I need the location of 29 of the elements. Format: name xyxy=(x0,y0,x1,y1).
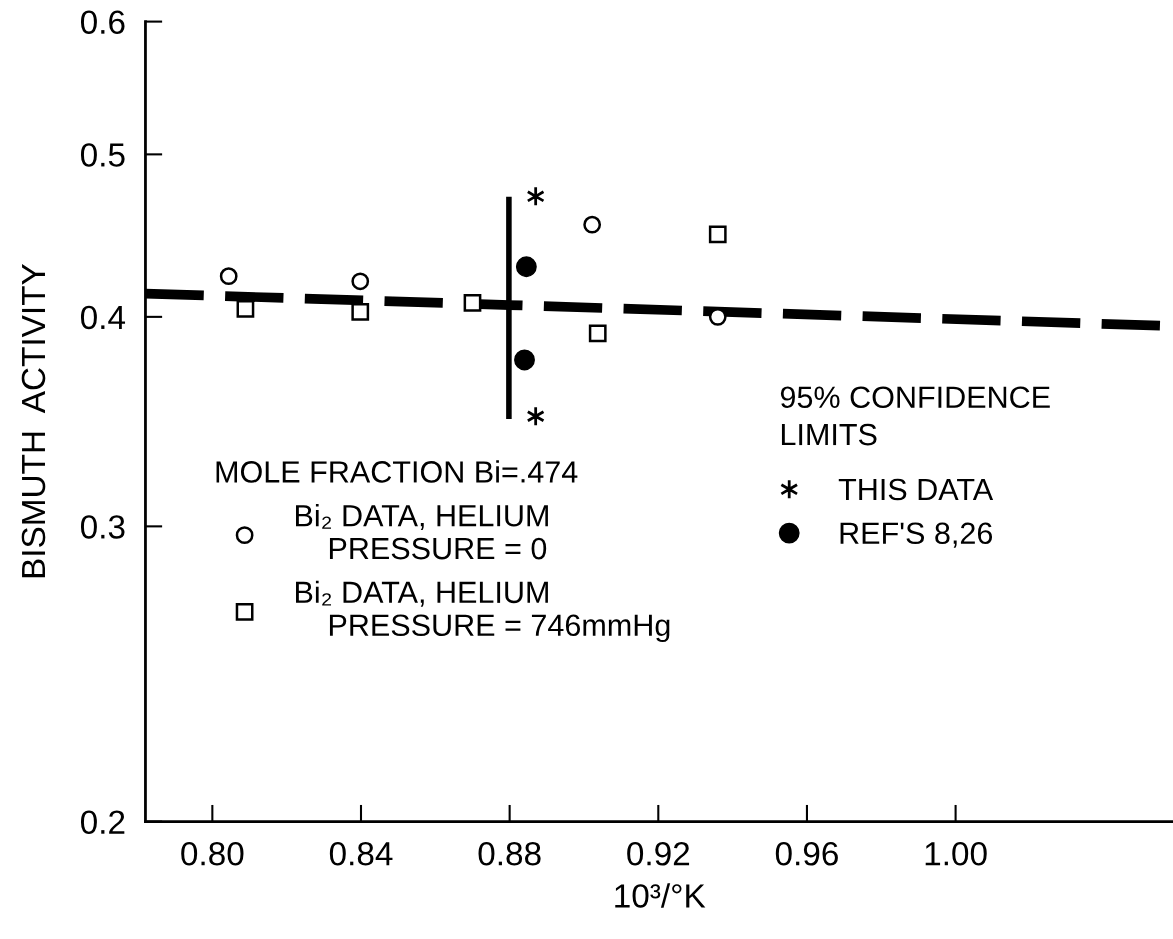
point xyxy=(514,349,535,371)
x-tick-label: 0.80 xyxy=(181,841,244,866)
point xyxy=(219,267,238,286)
y-axis-title: BISMUTH ACTIVITY xyxy=(21,263,46,578)
x-tick-label: 0.96 xyxy=(775,841,838,866)
point xyxy=(463,293,482,312)
y-tick-label: 0.6 xyxy=(80,10,125,34)
y-tick-label: 0.2 xyxy=(80,810,125,835)
point xyxy=(515,256,537,278)
x-tick-label: 0.88 xyxy=(478,841,541,866)
y-tick-label: 0.3 xyxy=(80,515,125,539)
x-tick-label: 0.92 xyxy=(627,841,690,866)
point xyxy=(351,302,370,321)
legend-label: REF'S 8,26 xyxy=(840,522,993,548)
legend-label: Bi₂ DATA, HELIUM PRESSURE = 746mmHg xyxy=(296,580,670,643)
x-axis-title: 10³/°K xyxy=(615,883,706,908)
point xyxy=(236,300,255,318)
annotation: 95% CONFIDENCE LIMITS xyxy=(780,386,1050,446)
point xyxy=(351,272,370,291)
legend-title: MOLE FRACTION Bi=.474 xyxy=(216,460,578,483)
legend-label: Bi₂ DATA, HELIUM PRESSURE = 0 xyxy=(296,504,548,560)
y-tick-label: 0.5 xyxy=(80,143,125,167)
point xyxy=(708,225,727,244)
x-tick-label: 0.84 xyxy=(329,841,393,866)
x-tick-label: 1.00 xyxy=(925,841,987,866)
point xyxy=(583,215,602,234)
legend-label: THIS DATA xyxy=(838,478,994,501)
point xyxy=(588,324,607,343)
y-tick-label: 0.4 xyxy=(80,305,126,330)
